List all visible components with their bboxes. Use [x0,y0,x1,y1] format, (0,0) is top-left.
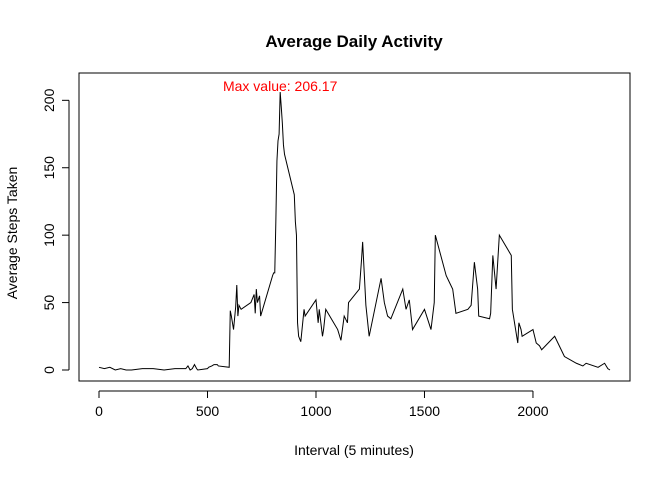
x-tick-label: 1000 [300,403,331,419]
y-tick-label: 100 [41,223,57,247]
x-axis-label: Interval (5 minutes) [294,442,414,458]
x-tick-label: 1500 [409,403,440,419]
y-tick-label: 50 [41,295,57,311]
x-tick-label: 2000 [517,403,548,419]
x-tick-label: 500 [196,403,220,419]
y-tick-label: 150 [41,156,57,180]
y-tick-label: 0 [41,366,57,374]
max-value-annotation: Max value: 206.17 [223,78,338,94]
y-axis-label: Average Steps Taken [4,167,20,300]
chart-title: Average Daily Activity [265,32,443,51]
plot-frame [78,72,631,382]
y-tick-label: 200 [41,88,57,112]
y-axis: 0 50 100 150 200 [41,88,70,374]
x-tick-label: 0 [95,403,103,419]
series-line [98,91,611,371]
x-axis: 0 500 1000 1500 2000 [95,390,549,419]
